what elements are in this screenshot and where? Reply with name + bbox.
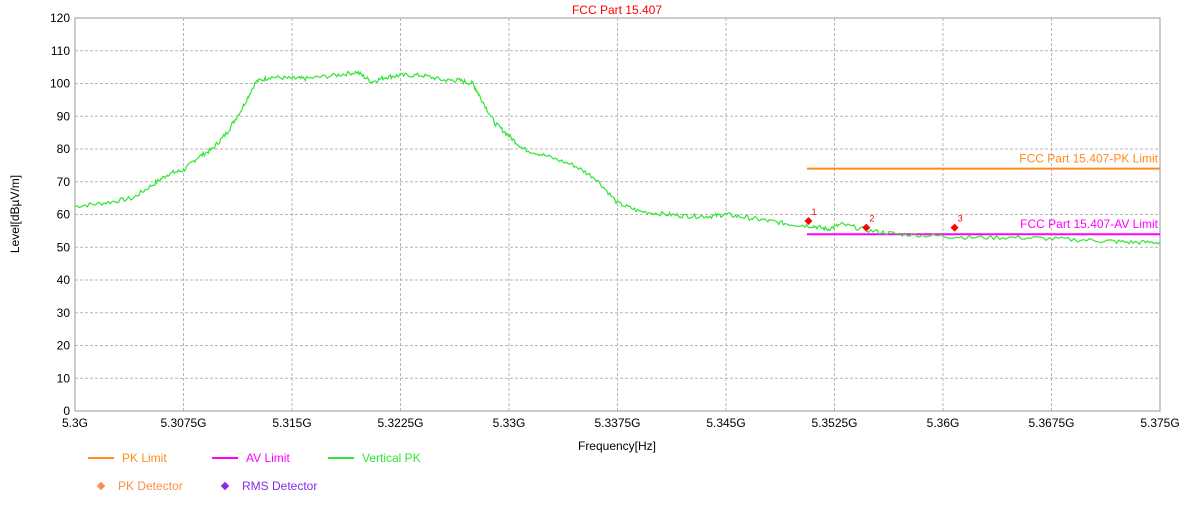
y-tick-label: 30 bbox=[57, 306, 71, 320]
x-axis-label: Frequency[Hz] bbox=[578, 439, 656, 453]
legend-label: Vertical PK bbox=[362, 451, 421, 465]
y-tick-label: 10 bbox=[57, 371, 71, 385]
legend-item: Vertical PK bbox=[328, 451, 421, 465]
y-axis-label: Level[dBµV/m] bbox=[8, 175, 22, 253]
legend-item: PK Limit bbox=[88, 451, 167, 465]
y-tick-label: 80 bbox=[57, 142, 71, 156]
x-tick-label: 5.36G bbox=[927, 416, 960, 430]
x-tick-label: 5.3075G bbox=[160, 416, 206, 430]
markers: 1 2 3 bbox=[804, 207, 963, 232]
x-tick-label: 5.375G bbox=[1140, 416, 1179, 430]
legend-label: RMS Detector bbox=[242, 479, 318, 493]
legend-line-swatch bbox=[328, 457, 354, 459]
legend-line-swatch bbox=[212, 457, 238, 459]
y-tick-label: 90 bbox=[57, 109, 71, 123]
legend-item: RMS Detector bbox=[212, 479, 317, 493]
legend-line-swatch bbox=[88, 457, 114, 459]
legend-diamond-swatch bbox=[96, 481, 106, 491]
x-tick-label: 5.3225G bbox=[377, 416, 423, 430]
detector-marker bbox=[804, 217, 813, 226]
legend-item: AV Limit bbox=[212, 451, 290, 465]
y-tick-label: 20 bbox=[57, 339, 71, 353]
marker-label: 3 bbox=[958, 214, 963, 224]
limit-annotation: FCC Part 15.407-AV Limit bbox=[1020, 217, 1158, 231]
series-layer bbox=[74, 70, 1161, 246]
axes: 0 10 20 30 40 50 60 70 80 90 100 110 120 5.3G 5.3075G 5… bbox=[50, 11, 1180, 430]
legend-item: PK Detector bbox=[88, 479, 183, 493]
legend-label: PK Limit bbox=[122, 451, 167, 465]
marker-label: 2 bbox=[869, 214, 874, 224]
x-tick-label: 5.345G bbox=[706, 416, 745, 430]
x-tick-label: 5.3G bbox=[62, 416, 88, 430]
marker-label: 1 bbox=[811, 207, 816, 217]
limit-annotation: FCC Part 15.407-PK Limit bbox=[1019, 152, 1158, 166]
y-tick-label: 120 bbox=[50, 11, 70, 25]
x-tick-label: 5.3675G bbox=[1028, 416, 1074, 430]
legend-label: AV Limit bbox=[246, 451, 290, 465]
series-vertical-pk bbox=[74, 70, 1161, 246]
legend-diamond-swatch bbox=[220, 481, 230, 491]
x-tick-label: 5.3375G bbox=[594, 416, 640, 430]
x-tick-label: 5.33G bbox=[493, 416, 526, 430]
y-tick-label: 100 bbox=[50, 77, 70, 91]
detector-marker bbox=[862, 223, 871, 232]
y-tick-label: 50 bbox=[57, 240, 71, 254]
grid bbox=[74, 17, 1161, 412]
y-tick-label: 110 bbox=[51, 44, 70, 58]
chart-title: FCC Part 15.407 bbox=[572, 3, 662, 17]
y-tick-label: 40 bbox=[57, 273, 71, 287]
y-tick-label: 0 bbox=[63, 404, 70, 418]
x-tick-label: 5.315G bbox=[272, 416, 311, 430]
legend-label: PK Detector bbox=[118, 479, 183, 493]
detector-marker bbox=[950, 223, 959, 232]
y-tick-label: 70 bbox=[57, 175, 71, 189]
x-tick-label: 5.3525G bbox=[811, 416, 857, 430]
y-tick-label: 60 bbox=[57, 208, 71, 222]
annotations: FCC Part 15.407-PK Limit FCC Part 15.407-… bbox=[1019, 152, 1158, 232]
